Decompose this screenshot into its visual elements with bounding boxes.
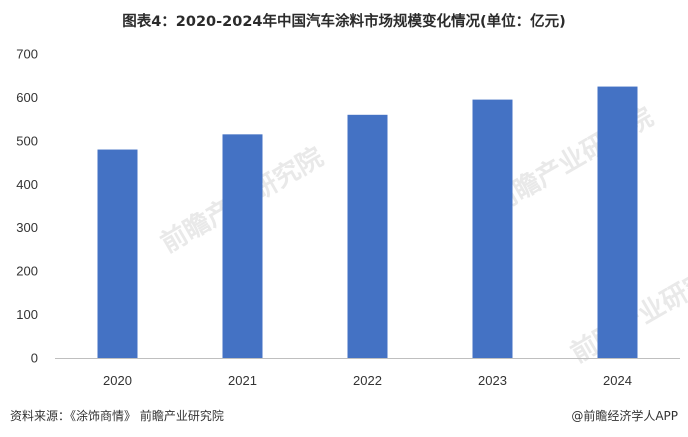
chart-title: 图表4：2020-2024年中国汽车涂料市场规模变化情况(单位：亿元): [122, 14, 566, 30]
source-note: 资料来源：《涂饰商情》 前瞻产业研究院: [10, 409, 224, 423]
x-tick-label: 2024: [603, 373, 632, 388]
y-tick-label: 600: [16, 90, 38, 105]
y-tick-label: 0: [31, 351, 38, 366]
bar-2024: [597, 86, 638, 359]
x-tick-label: 2021: [228, 373, 257, 388]
y-axis: 0 100 200 300 400 500 600 700: [16, 47, 38, 366]
bar-2022: [347, 114, 388, 358]
x-tick-label: 2022: [353, 373, 382, 388]
y-tick-label: 500: [16, 133, 38, 148]
y-tick-label: 700: [16, 47, 38, 62]
bar-2021: [222, 134, 263, 358]
x-tick-label: 2023: [478, 373, 507, 388]
bar-2023: [472, 99, 513, 358]
bar-series: [97, 86, 638, 359]
bar-2020: [97, 149, 138, 358]
x-axis: 2020 2021 2022 2023 2024: [55, 358, 680, 388]
y-tick-label: 100: [16, 307, 38, 322]
y-tick-label: 400: [16, 177, 38, 192]
credit-note: @前瞻经济学人APP: [571, 409, 678, 423]
y-tick-label: 300: [16, 220, 38, 235]
x-tick-label: 2020: [103, 373, 132, 388]
y-tick-label: 200: [16, 264, 38, 279]
